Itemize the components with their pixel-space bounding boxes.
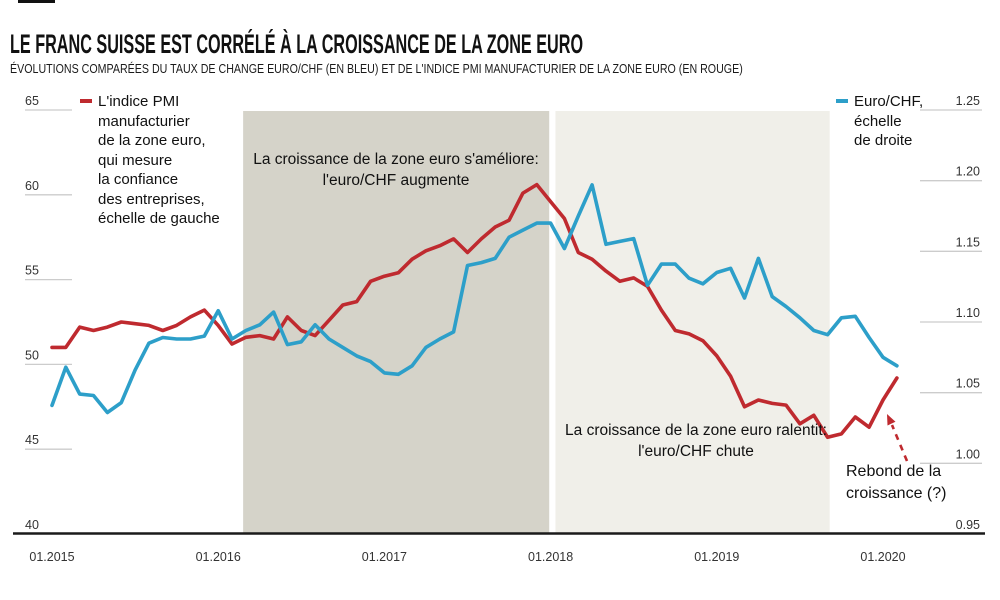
series-line-eurchf bbox=[50, 183, 899, 415]
series-line-pmi bbox=[50, 182, 899, 440]
x-axis-tick-label: 01.2016 bbox=[196, 550, 241, 564]
annotation-growth-rebound: Rebond de la croissance (?) bbox=[846, 463, 947, 502]
x-axis-tick-label: 01.2015 bbox=[29, 550, 74, 564]
right-axis-tick-label: 1.00 bbox=[956, 447, 980, 461]
period-band-2 bbox=[555, 111, 830, 534]
top-rule bbox=[18, 0, 55, 3]
x-axis-tick-label: 01.2018 bbox=[528, 550, 573, 564]
right-axis-tick-label: 1.20 bbox=[956, 165, 980, 179]
page-subtitle: ÉVOLUTIONS COMPARÉES DU TAUX DE CHANGE E… bbox=[10, 61, 743, 76]
left-axis-tick-label: 60 bbox=[25, 179, 39, 193]
annotation-growth-slowing: La croissance de la zone euro ralentit: … bbox=[565, 422, 827, 460]
x-axis-tick-label: 01.2017 bbox=[362, 550, 407, 564]
annotation-growth-improving: La croissance de la zone euro s'améliore… bbox=[253, 151, 539, 189]
pmi-legend-label: L'indice PMI manufacturier de la zone eu… bbox=[98, 93, 220, 227]
axis-ticks: 65 60 55 50 45 40 1.25 1.20 1.15 1.10 1.05 1.00 0.95… bbox=[25, 94, 982, 564]
left-axis-tick-label: 40 bbox=[25, 518, 39, 532]
pmi-legend-dash-icon bbox=[80, 99, 92, 103]
x-axis-tick-label: 01.2019 bbox=[694, 550, 739, 564]
eurchf-legend-label: Euro/CHF, échelle de droite bbox=[854, 93, 924, 149]
right-axis-tick-label: 1.15 bbox=[956, 235, 980, 249]
eurchf-legend-dash-icon bbox=[836, 99, 848, 103]
left-axis-tick-label: 50 bbox=[25, 348, 39, 362]
right-axis-tick-label: 1.25 bbox=[956, 94, 980, 108]
left-axis-tick-label: 45 bbox=[25, 433, 39, 447]
legend-eurchf: Euro/CHF, échelle de droite bbox=[836, 92, 923, 151]
rebound-arrow-icon bbox=[887, 414, 909, 462]
data-series-lines bbox=[50, 182, 899, 440]
left-axis-tick-label: 65 bbox=[25, 94, 39, 108]
right-axis-tick-label: 0.95 bbox=[956, 518, 980, 532]
x-axis-tick-label: 01.2020 bbox=[860, 550, 905, 564]
legend-pmi: L'indice PMI manufacturier de la zone eu… bbox=[80, 92, 220, 229]
left-axis-tick-label: 55 bbox=[25, 264, 39, 278]
right-axis-tick-label: 1.05 bbox=[956, 377, 980, 391]
page-title: LE FRANC SUISSE EST CORRÉLÉ À LA CROISSA… bbox=[10, 29, 584, 59]
right-axis-tick-label: 1.10 bbox=[956, 306, 980, 320]
